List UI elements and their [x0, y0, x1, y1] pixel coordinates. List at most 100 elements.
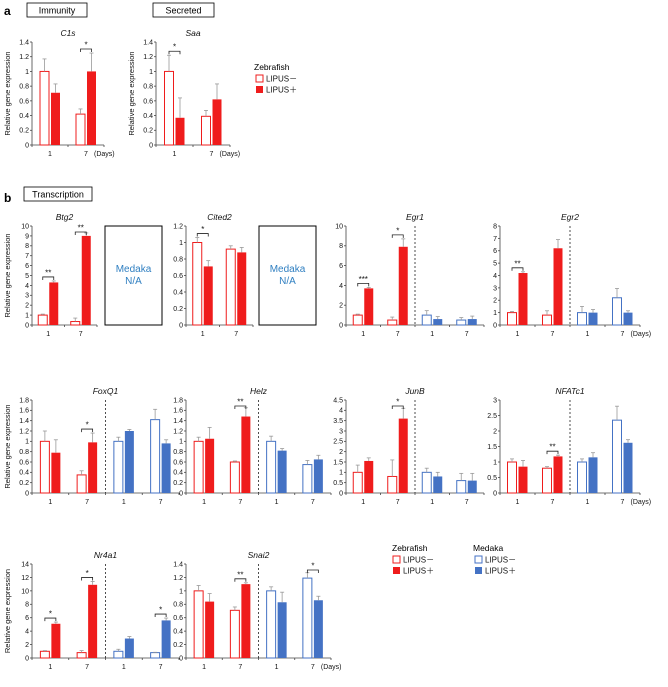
bar-lipus-plus — [623, 442, 633, 493]
bar-lipus-minus — [421, 471, 432, 494]
x-tick-label: 7 — [311, 664, 315, 671]
y-tick-label: 0 — [179, 655, 183, 662]
bar-lipus-plus — [51, 452, 61, 493]
y-tick-label: 2 — [339, 303, 343, 310]
y-tick-label: 8 — [339, 243, 343, 250]
bar-lipus-plus — [553, 456, 563, 493]
legend-b-zebrafish-plus-swatch — [393, 567, 400, 574]
x-tick-label: 7 — [311, 499, 315, 506]
significance-label: * — [159, 606, 162, 615]
medaka-na-box-cited2 — [258, 225, 317, 326]
immunity-label: Immunity — [39, 6, 76, 16]
y-tick-label: 0 — [25, 322, 29, 329]
bar-lipus-minus — [421, 314, 432, 326]
days-label: (Days) — [94, 151, 115, 158]
y-axis-label: Relative gene expression — [3, 233, 12, 317]
y-tick-label: 1.5 — [487, 444, 497, 451]
y-tick-label: 0.2 — [19, 128, 29, 135]
bar-lipus-minus — [113, 650, 124, 659]
significance-bracket — [80, 48, 92, 53]
y-axis-label: Relative gene expression — [3, 404, 12, 488]
chart-title: NFATc1 — [555, 386, 584, 396]
legend-a-minus-swatch — [255, 74, 264, 83]
significance-label: * — [49, 610, 52, 619]
bar-lipus-minus — [192, 242, 203, 326]
x-tick-label: 1 — [361, 499, 365, 506]
bar-lipus-minus — [507, 312, 517, 326]
x-tick-label: 1 — [430, 331, 434, 338]
y-tick-label: 4 — [339, 408, 343, 415]
chart-btg2: 0 1 2 3 4 5 6 7 8 9 10 Btg2 Relative gene expression… — [3, 212, 98, 338]
legend-b-medaka-plus-swatch — [475, 567, 482, 574]
y-tick-label: 0 — [179, 322, 183, 329]
immunity-box — [26, 2, 88, 18]
bar-lipus-plus — [518, 273, 528, 325]
chart-c1s: 0 0.2 0.4 0.6 0.8 1 1.2 1.4 C1s Relative gene exp… — [3, 28, 115, 158]
y-tick-label: 2.5 — [487, 413, 497, 420]
bar-lipus-plus — [212, 99, 222, 145]
bar-lipus-minus — [507, 461, 517, 494]
y-tick-label: 3 — [493, 397, 497, 404]
bar-lipus-plus — [364, 460, 374, 493]
significance-label: ** — [514, 259, 520, 268]
y-tick-label: 0.8 — [173, 256, 183, 263]
y-tick-label: 5 — [493, 261, 497, 268]
y-tick-label: 1 — [149, 69, 153, 76]
bar-lipus-minus — [542, 314, 552, 326]
y-tick-label: 8 — [493, 223, 497, 230]
significance-label: * — [311, 562, 314, 571]
y-tick-label: 1.8 — [173, 397, 183, 404]
bar-lipus-minus — [150, 652, 161, 659]
y-tick-label: 1 — [179, 240, 183, 247]
y-tick-label: 4.5 — [333, 397, 343, 404]
y-tick-label: 0.6 — [19, 459, 29, 466]
y-tick-label: 0.2 — [143, 128, 153, 135]
y-axis-label: Relative gene expression — [3, 569, 12, 653]
y-tick-label: 8 — [25, 602, 29, 609]
significance-bracket — [42, 276, 55, 280]
x-tick-label: 1 — [122, 499, 126, 506]
significance-label: *** — [359, 275, 368, 284]
bar-lipus-minus — [39, 650, 50, 659]
significance-label: ** — [45, 268, 51, 277]
y-tick-label: 3.5 — [333, 418, 343, 425]
y-tick-label: 0 — [25, 490, 29, 497]
bar-lipus-plus — [398, 418, 408, 493]
medaka-na-text-btg2: Medaka — [116, 264, 152, 275]
significance-bracket — [234, 578, 247, 582]
significance-bracket — [234, 405, 247, 409]
x-tick-label: 1 — [173, 151, 177, 158]
y-tick-label: 1.6 — [173, 408, 183, 415]
bar-lipus-plus — [88, 442, 98, 493]
significance-label: * — [396, 226, 399, 235]
y-tick-label: 2 — [339, 449, 343, 456]
legend-b-medaka-title: Medaka — [473, 543, 504, 553]
legend-a-title: Zebrafish — [254, 62, 290, 72]
bar-lipus-plus — [398, 246, 408, 325]
x-tick-label: 1 — [361, 331, 365, 338]
y-tick-label: 0.6 — [143, 98, 153, 105]
y-tick-label: 0 — [493, 322, 497, 329]
y-tick-label: 1.4 — [173, 561, 183, 568]
y-axis-label: Relative gene expression — [3, 51, 12, 135]
x-tick-label: 1 — [48, 151, 52, 158]
x-tick-label: 7 — [551, 499, 555, 506]
significance-label: ** — [549, 443, 555, 452]
bar-lipus-minus — [612, 419, 622, 494]
significance-label: * — [86, 569, 89, 578]
legend-b-medaka-minus-label: LIPUS－ — [485, 556, 516, 565]
bar-lipus-plus — [124, 431, 134, 493]
y-tick-label: 10 — [21, 588, 29, 595]
bar-lipus-plus — [88, 584, 98, 658]
chart-title: Nr4a1 — [94, 550, 117, 560]
bar-lipus-minus — [577, 461, 587, 494]
bar-lipus-minus — [150, 419, 161, 494]
y-tick-label: 6 — [25, 615, 29, 622]
y-tick-label: 0.2 — [173, 642, 183, 649]
y-tick-label: 10 — [335, 223, 343, 230]
bar-lipus-minus — [37, 314, 48, 326]
bar-lipus-minus — [542, 467, 552, 494]
legend-b-zebrafish-minus-label: LIPUS－ — [403, 556, 434, 565]
y-tick-label: 0 — [339, 490, 343, 497]
bar-lipus-plus — [588, 312, 598, 325]
